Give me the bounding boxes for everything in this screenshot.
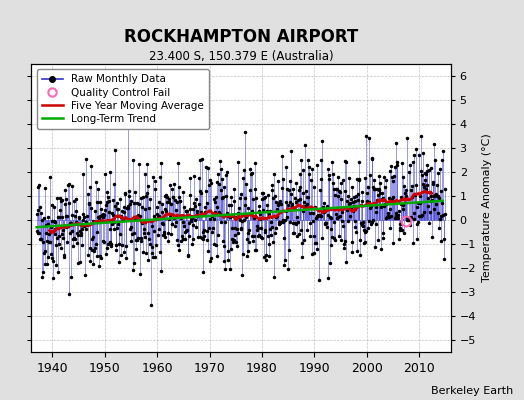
Y-axis label: Temperature Anomaly (°C): Temperature Anomaly (°C) (482, 134, 492, 282)
Text: ROCKHAMPTON AIRPORT: ROCKHAMPTON AIRPORT (124, 28, 358, 46)
Text: 23.400 S, 150.379 E (Australia): 23.400 S, 150.379 E (Australia) (149, 50, 333, 63)
Text: Berkeley Earth: Berkeley Earth (431, 386, 514, 396)
Legend: Raw Monthly Data, Quality Control Fail, Five Year Moving Average, Long-Term Tren: Raw Monthly Data, Quality Control Fail, … (37, 69, 209, 129)
